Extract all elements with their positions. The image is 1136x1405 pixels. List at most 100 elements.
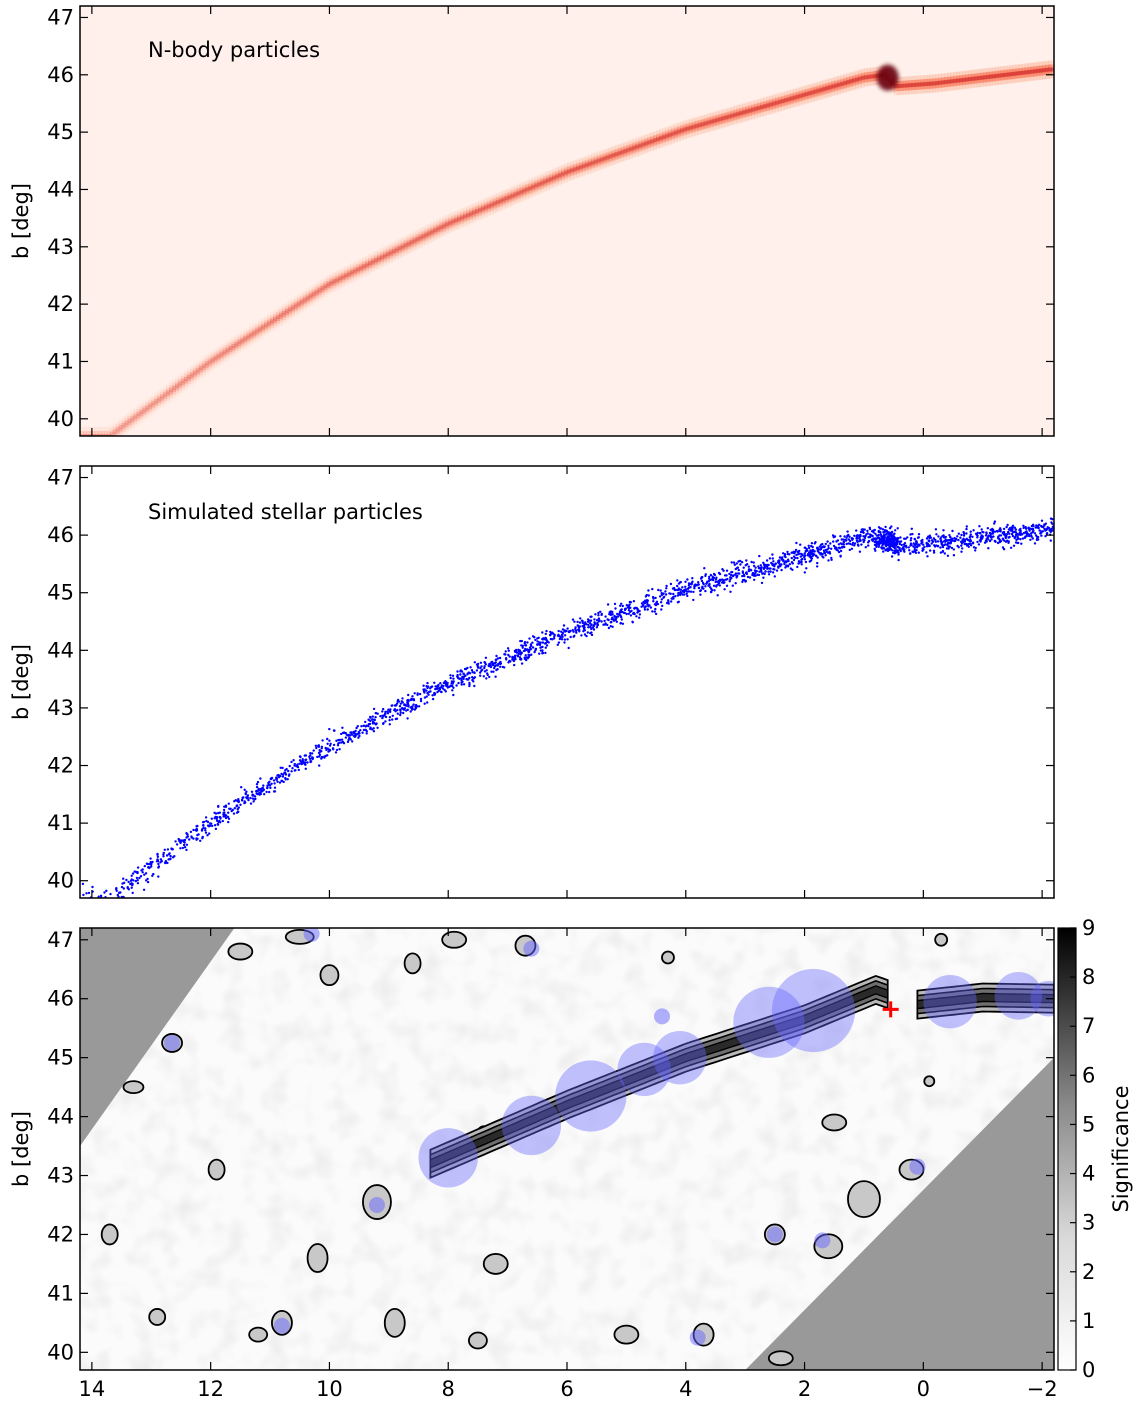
nbody-core xyxy=(483,205,491,210)
nbody-core xyxy=(373,257,381,262)
nbody-halo xyxy=(599,150,607,169)
stellar-particle xyxy=(1024,527,1028,530)
nbody-core xyxy=(659,135,667,140)
y-tick-label: 43 xyxy=(47,696,74,720)
stellar-particle xyxy=(574,629,578,633)
nbody-core xyxy=(828,85,836,90)
stellar-particle xyxy=(131,891,134,895)
nbody-core xyxy=(647,140,655,145)
stellar-particle xyxy=(948,534,951,537)
stellar-particle xyxy=(851,541,855,545)
stellar-particle xyxy=(830,556,833,560)
stellar-particle xyxy=(928,544,931,548)
nbody-band xyxy=(718,113,726,124)
stellar-particle xyxy=(956,535,959,538)
stellar-particle xyxy=(512,659,516,663)
nbody-halo xyxy=(584,155,592,174)
stellar-particle xyxy=(910,537,913,540)
nbody-halo xyxy=(635,137,643,156)
stellar-particle xyxy=(796,565,799,569)
stellar-particle xyxy=(647,594,650,597)
stellar-particle xyxy=(1029,538,1032,541)
nbody-halo xyxy=(430,222,438,241)
nbody-core xyxy=(157,396,165,401)
nbody-core xyxy=(846,79,854,84)
stellar-particle xyxy=(433,692,437,695)
nbody-band xyxy=(849,76,857,87)
nbody-band xyxy=(249,329,257,340)
stellar-particle xyxy=(946,554,950,557)
nbody-halo xyxy=(923,75,931,94)
nbody-band xyxy=(780,95,788,106)
stellar-particle xyxy=(677,587,680,590)
nbody-halo xyxy=(578,157,586,176)
stellar-particle xyxy=(373,718,376,721)
stellar-particle xyxy=(652,597,655,600)
nbody-halo xyxy=(757,98,765,117)
nbody-core xyxy=(320,285,328,290)
stellar-particle xyxy=(149,857,152,860)
stellar-particle xyxy=(674,595,677,598)
stellar-particle xyxy=(771,557,774,560)
nbody-core xyxy=(495,199,503,204)
stellar-particle xyxy=(534,638,537,642)
nbody-band xyxy=(121,420,129,431)
nbody-band xyxy=(575,162,583,173)
stellar-particle xyxy=(473,684,476,688)
stellar-particle xyxy=(284,773,288,776)
stellar-particle xyxy=(1002,548,1006,551)
nbody-band xyxy=(807,88,815,99)
stellar-particle xyxy=(937,535,940,538)
stellar-particle xyxy=(681,589,684,593)
stellar-particle xyxy=(436,685,439,688)
stellar-particle xyxy=(968,540,971,543)
stellar-particle xyxy=(715,576,718,579)
stellar-particle xyxy=(655,600,659,603)
stellar-particle xyxy=(278,781,282,784)
stellar-particle xyxy=(803,554,807,557)
nbody-halo xyxy=(908,76,916,95)
nbody-halo xyxy=(920,75,928,94)
stellar-particle xyxy=(426,701,429,704)
stellar-particle xyxy=(785,564,788,567)
nbody-band xyxy=(703,118,711,129)
stellar-particle xyxy=(233,807,236,810)
y-tick-label: 45 xyxy=(47,1046,74,1070)
stellar-particle xyxy=(464,667,468,671)
nbody-halo xyxy=(495,192,503,211)
stellar-particle xyxy=(460,681,463,684)
stellar-particle xyxy=(460,670,464,673)
stellar-particle xyxy=(468,684,471,688)
stellar-particle xyxy=(1027,533,1031,536)
nbody-core xyxy=(448,220,456,225)
stellar-particle xyxy=(899,549,902,553)
stellar-particle xyxy=(967,542,971,546)
stellar-particle xyxy=(985,532,988,535)
nbody-halo xyxy=(356,260,364,279)
stellar-particle xyxy=(807,546,811,550)
stellar-particle xyxy=(999,534,1003,537)
nbody-core xyxy=(216,353,224,358)
nbody-halo xyxy=(703,114,711,133)
nbody-core xyxy=(439,224,447,229)
stellar-particle xyxy=(186,835,189,838)
nbody-band xyxy=(391,245,399,256)
nbody-core xyxy=(180,379,188,384)
nbody-halo xyxy=(531,177,539,196)
stellar-particle xyxy=(730,573,733,577)
stellar-particle xyxy=(585,634,588,638)
nbody-core xyxy=(210,357,218,362)
stellar-particle xyxy=(335,748,339,752)
stellar-particle xyxy=(659,589,662,592)
stellar-particle xyxy=(805,567,808,570)
nbody-core xyxy=(843,80,851,85)
stellar-particle xyxy=(268,790,271,794)
stellar-particle xyxy=(201,821,205,824)
stellar-particle xyxy=(444,680,447,683)
stellar-particle xyxy=(708,575,711,579)
nbody-core xyxy=(768,102,776,107)
stellar-particle xyxy=(894,529,897,532)
nbody-halo xyxy=(186,367,194,386)
colorbar-tick-label: 4 xyxy=(1082,1162,1095,1186)
